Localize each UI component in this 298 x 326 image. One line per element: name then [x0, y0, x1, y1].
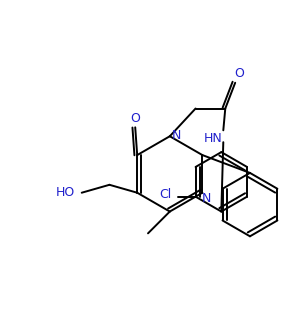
- Text: N: N: [172, 129, 181, 142]
- Text: O: O: [130, 112, 140, 125]
- Text: Cl: Cl: [160, 188, 172, 201]
- Text: O: O: [234, 67, 244, 80]
- Text: N: N: [202, 192, 211, 205]
- Text: HO: HO: [56, 186, 75, 199]
- Text: HN: HN: [204, 132, 223, 145]
